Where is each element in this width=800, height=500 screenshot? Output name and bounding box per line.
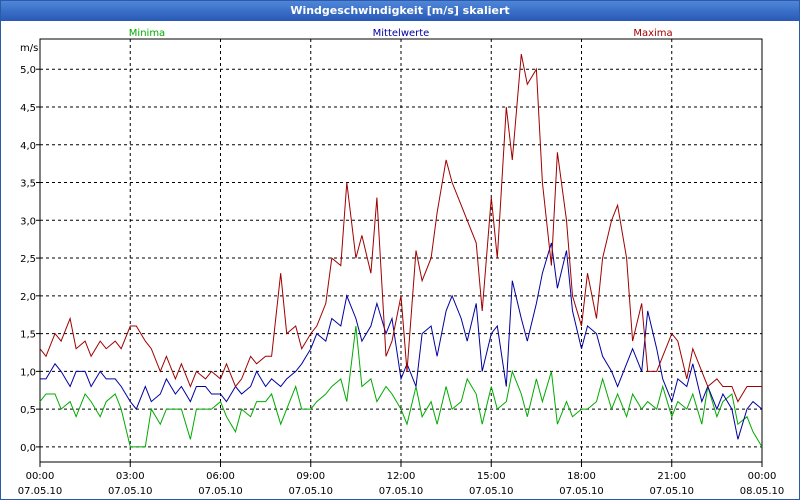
x-tick-date: 07.05.10 xyxy=(288,486,333,497)
y-axis-label: m/s xyxy=(20,43,38,54)
x-tick-date: 07.05.10 xyxy=(108,486,153,497)
legend-maxima: Maxima xyxy=(633,28,672,39)
y-tick-label: 4,0 xyxy=(20,141,36,152)
y-axis-ticks: 0,0 0,5 1,0 1,5 2,0 2,5 3,0 3,5 4,0 4,5 5,0 xyxy=(20,65,40,454)
y-tick-label: 5,0 xyxy=(20,65,36,76)
series-line-mittelwerte xyxy=(40,242,763,440)
x-tick-date: 07.05.10 xyxy=(18,486,63,497)
series-line-maxima xyxy=(39,54,762,403)
y-tick-label: 2,5 xyxy=(20,254,36,265)
x-tick-time: 09:00 xyxy=(296,471,325,482)
y-tick-label: 1,5 xyxy=(20,330,36,341)
y-tick-label: 4,5 xyxy=(20,103,36,114)
x-tick-time: 21:00 xyxy=(657,471,686,482)
x-tick-time: 03:00 xyxy=(116,471,145,482)
legend-mittelwerte: Mittelwerte xyxy=(373,28,430,39)
x-tick-time: 12:00 xyxy=(387,471,416,482)
y-tick-label: 0,5 xyxy=(20,405,36,416)
x-tick-date: 07.05.10 xyxy=(559,486,604,497)
x-tick-date: 07.05.10 xyxy=(649,486,694,497)
y-tick-label: 1,0 xyxy=(20,367,36,378)
x-axis-ticks: 00:00 07.05.10 03:00 07.05.10 06:00 07.05.10 0… xyxy=(18,462,785,497)
series-line-minima xyxy=(39,325,763,448)
x-tick-date: 08.05.10 xyxy=(740,486,785,497)
y-tick-label: 0,0 xyxy=(20,443,36,454)
legend-minima: Minima xyxy=(129,28,165,39)
x-tick-time: 00:00 xyxy=(26,471,55,482)
x-tick-date: 07.05.10 xyxy=(469,486,514,497)
y-tick-label: 3,5 xyxy=(20,179,36,190)
y-tick-label: 2,0 xyxy=(20,292,36,303)
x-tick-time: 00:00 xyxy=(748,471,777,482)
x-tick-date: 07.05.10 xyxy=(379,486,424,497)
y-tick-label: 3,0 xyxy=(20,216,36,227)
x-tick-time: 18:00 xyxy=(567,471,596,482)
chart-title: Windgeschwindigkeit [m/s] skaliert xyxy=(1,1,799,21)
series-lines xyxy=(39,54,763,448)
x-tick-date: 07.05.10 xyxy=(198,486,243,497)
x-tick-time: 06:00 xyxy=(206,471,235,482)
x-tick-time: 15:00 xyxy=(477,471,506,482)
